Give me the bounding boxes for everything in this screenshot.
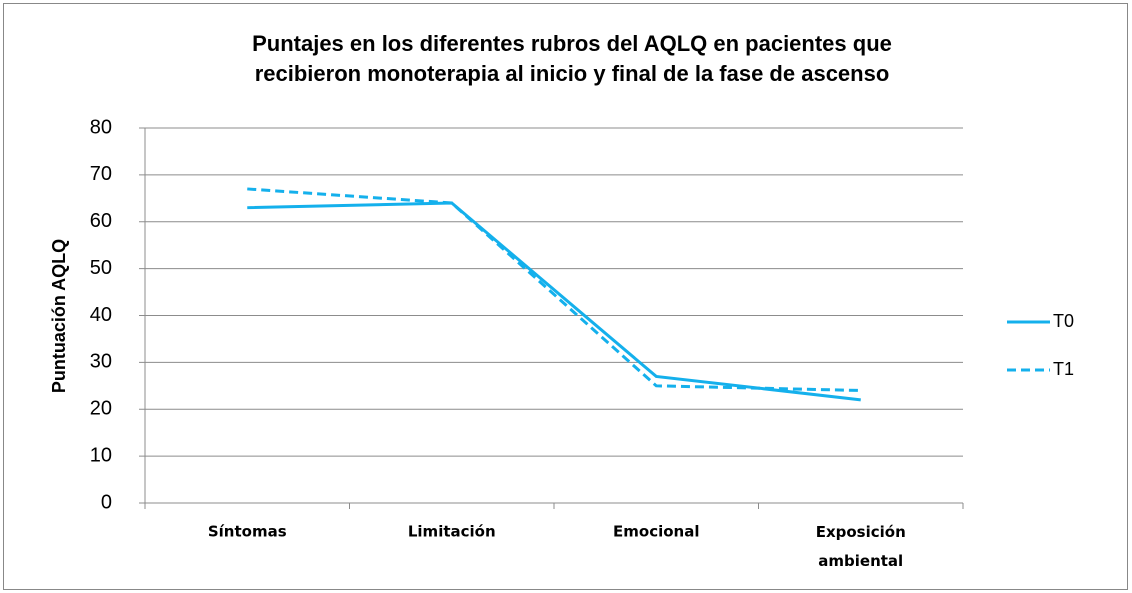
series-line [247,187,861,392]
chart-border [3,3,1128,590]
y-tick-label: 30 [90,351,112,373]
y-tick-label: 20 [90,398,112,420]
x-tick-label: Limitación [408,523,496,541]
x-tick-label: Exposición ambiental [816,523,906,570]
chart-title: Puntajes en los diferentes rubros del AQ… [252,31,892,86]
y-axis-label: Puntuación AQLQ [49,239,69,393]
y-tick-label: 40 [90,304,112,326]
x-tick-label: Emocional [613,523,699,541]
y-tick-label: 10 [90,444,112,466]
y-tick-label: 50 [90,257,112,279]
y-tick-label: 60 [90,210,112,232]
y-tick-label: 80 [90,116,112,138]
legend-label: T1 [1053,359,1074,379]
legend-label: T0 [1053,311,1074,331]
y-tick-label: 0 [101,491,112,513]
y-tick-label: 70 [90,163,112,185]
x-tick-label: Síntomas [208,523,287,541]
